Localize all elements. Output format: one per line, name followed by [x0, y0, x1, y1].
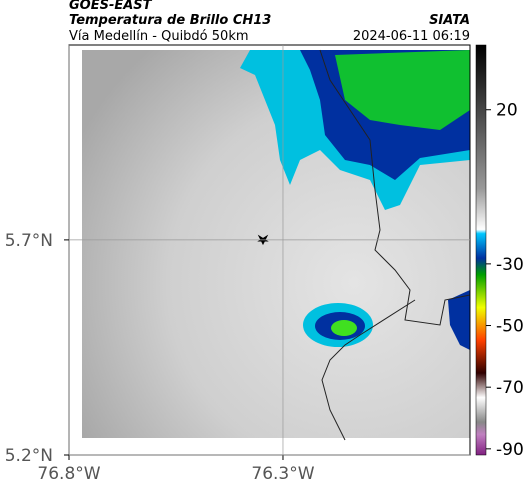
x-tick-label: 76.8°W: [37, 464, 100, 484]
map-area: [68, 44, 471, 456]
y-tick-label: 5.7°N: [5, 231, 53, 251]
colorbar: [475, 44, 487, 456]
x-tick-label: 76.3°W: [251, 464, 314, 484]
colorbar-label: -70: [496, 378, 524, 398]
y-tick-label: 5.2°N: [5, 446, 53, 466]
colorbar-label: 20: [496, 101, 518, 121]
timestamp: 2024-06-11 06:19: [353, 29, 470, 44]
border: [319, 49, 471, 441]
source: SIATA: [429, 13, 470, 28]
cloud-green: [335, 50, 470, 130]
colorbar-label: -30: [496, 255, 524, 275]
route: Vía Medellín - Quibdó 50km: [69, 29, 249, 44]
subtitle: Temperatura de Brillo CH13: [69, 13, 271, 28]
cell-green: [331, 320, 357, 336]
cloud-east: [448, 290, 470, 350]
colorbar-label: -50: [496, 317, 524, 337]
title: GOES-EAST: [69, 0, 153, 13]
colorbar-label: -90: [496, 440, 524, 460]
